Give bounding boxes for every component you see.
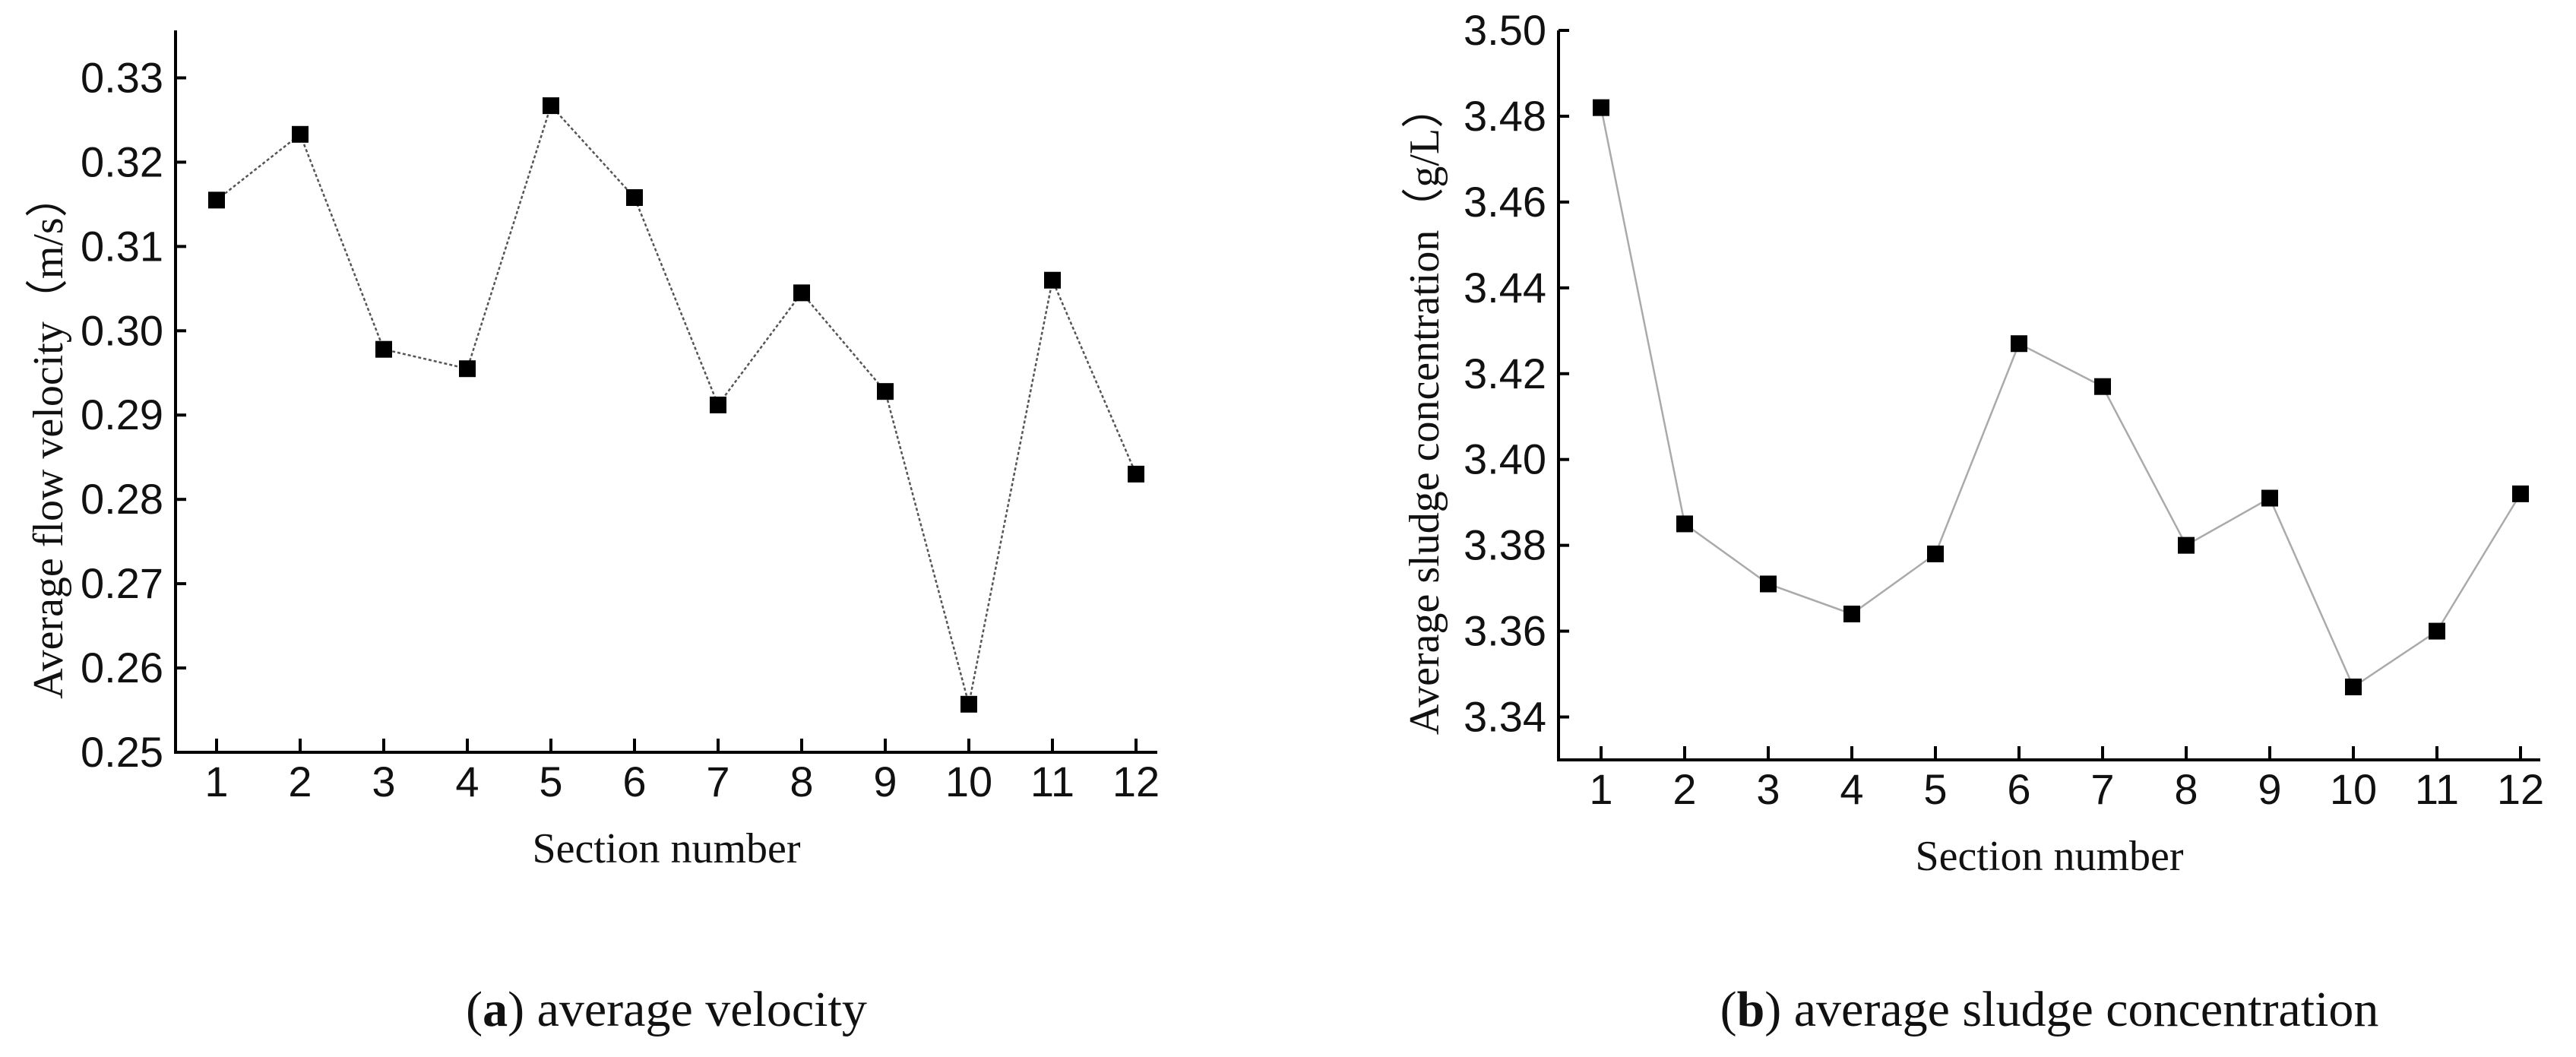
chart-a-data-point — [877, 383, 894, 400]
chart-b-x-tick-label: 2 — [1673, 765, 1696, 813]
chart-a-y-tick-label: 0.26 — [81, 644, 163, 691]
chart-b-y-tick-label: 3.50 — [1464, 6, 1546, 54]
chart-a-data-point — [459, 360, 476, 378]
chart-a-y-axis-title: Average flow velocity（m/s） — [25, 175, 72, 698]
chart-b-data-point — [2429, 622, 2445, 640]
chart-a-data-point — [543, 97, 559, 115]
chart-b-x-tick-label: 10 — [2330, 765, 2377, 813]
chart-a-x-tick-label: 1 — [204, 758, 228, 805]
chart-b-caption-text: average sludge concentration — [1781, 982, 2378, 1037]
chart-a-data-point — [1044, 271, 1061, 289]
chart-a-x-tick-label: 10 — [945, 758, 992, 805]
chart-b-y-axis: 3.34 3.36 3.38 3.40 3.42 3.44 3.46 3.48 3.50 — [1464, 6, 1569, 741]
chart-a-y-tick-label: 0.25 — [81, 728, 163, 776]
chart-a-data-point — [960, 695, 977, 713]
chart-a-series — [208, 97, 1144, 713]
chart-b-data-point — [2011, 335, 2027, 353]
chart-b-axes — [1557, 30, 2540, 761]
chart-b-data-point — [1676, 515, 1693, 533]
chart-b-x-tick-label: 5 — [1923, 765, 1947, 813]
chart-b-caption: (b) average sludge concentration — [1720, 982, 2379, 1037]
chart-b-data-point — [2345, 679, 2362, 695]
chart-a-x-tick-label: 12 — [1112, 758, 1160, 805]
chart-a-x-tick-label: 8 — [790, 758, 813, 805]
chart-a-y-tick-label: 0.28 — [81, 475, 163, 523]
chart-b-data-point — [2512, 485, 2529, 502]
chart-b-y-tick-label: 3.40 — [1464, 435, 1546, 483]
chart-b-series — [1593, 99, 2529, 695]
chart-b-y-tick-label: 3.48 — [1464, 92, 1546, 140]
chart-b-series-line — [1600, 107, 2522, 688]
chart-a-y-tick-label: 0.31 — [81, 222, 163, 270]
chart-a-data-point — [793, 284, 810, 302]
chart-b-x-tick-label: 3 — [1756, 765, 1780, 813]
chart-a-x-tick-label: 5 — [539, 758, 562, 805]
chart-a-x-tick-label: 3 — [372, 758, 395, 805]
chart-a-x-tick-label: 11 — [1030, 758, 1074, 805]
chart-a-y-tick-label: 0.30 — [81, 306, 163, 354]
chart-b-y-tick-label: 3.34 — [1464, 693, 1546, 741]
chart-a-data-point — [208, 191, 225, 209]
chart-b-x-tick-label: 6 — [2007, 765, 2030, 813]
chart-a-y-tick-label: 0.32 — [81, 138, 163, 185]
chart-b-x-tick-label: 4 — [1840, 765, 1863, 813]
chart-a-caption: (a) average velocity — [466, 982, 867, 1037]
chart-b-y-tick-label: 3.42 — [1464, 350, 1546, 397]
chart-a-y-tick-label: 0.29 — [81, 391, 163, 438]
chart-b-data-point — [1593, 99, 1609, 116]
chart-a-y-axis: 0.25 0.26 0.27 0.28 0.29 0.30 0.31 0.32 0.33 — [81, 53, 186, 776]
chart-a-x-tick-label: 4 — [455, 758, 479, 805]
chart-a-y-tick-label: 0.27 — [81, 559, 163, 607]
chart-b-x-axis-title: Section number — [1915, 833, 2183, 880]
chart-b-x-axis: 1 2 3 4 5 6 7 8 9 10 11 12 — [1589, 746, 2544, 813]
chart-b-caption-letter: b — [1737, 982, 1765, 1037]
chart-a-x-axis: 1 2 3 4 5 6 7 8 9 10 11 12 — [204, 739, 1160, 805]
chart-b-y-tick-label: 3.36 — [1464, 607, 1546, 655]
chart-b-data-point — [2094, 378, 2111, 395]
chart-a-axes — [174, 30, 1157, 754]
chart-b-y-tick-label: 3.44 — [1464, 264, 1546, 312]
chart-b-x-tick-label: 11 — [2415, 765, 2459, 813]
chart-a-y-tick-label: 0.33 — [81, 53, 163, 101]
chart-a-x-tick-label: 7 — [706, 758, 729, 805]
chart-b-x-tick-label: 9 — [2258, 765, 2281, 813]
chart-b-data-point — [1760, 575, 1777, 593]
chart-a-series-line — [216, 103, 1138, 705]
chart-a-data-point — [626, 189, 643, 207]
chart-a-data-point — [1128, 465, 1144, 483]
chart-b-x-tick-label: 7 — [2090, 765, 2114, 813]
chart-b-data-point — [2178, 536, 2195, 554]
chart-b-data-point — [1927, 545, 1944, 562]
chart-b-x-tick-label: 8 — [2174, 765, 2198, 813]
chart-b-y-tick-label: 3.46 — [1464, 178, 1546, 226]
chart-b-data-point — [2261, 489, 2278, 507]
chart-a-caption-text: average velocity — [524, 982, 867, 1037]
chart-b-x-tick-label: 1 — [1589, 765, 1612, 813]
chart-a-data-point — [710, 396, 726, 413]
chart-a-x-axis-title: Section number — [532, 825, 800, 872]
chart-a-data-point — [375, 340, 392, 358]
chart-a-x-tick-label: 9 — [873, 758, 897, 805]
chart-b-x-tick-label: 12 — [2497, 765, 2544, 813]
chart-b-y-axis-title: Average sludge concentration（g/L） — [1401, 86, 1448, 735]
chart-a-x-tick-label: 6 — [622, 758, 646, 805]
chart-a-x-tick-label: 2 — [288, 758, 312, 805]
chart-a-caption-letter: a — [483, 982, 508, 1037]
chart-b-data-point — [1843, 606, 1860, 622]
chart-a-data-point — [292, 125, 309, 143]
chart-b-y-tick-label: 3.38 — [1464, 521, 1546, 569]
